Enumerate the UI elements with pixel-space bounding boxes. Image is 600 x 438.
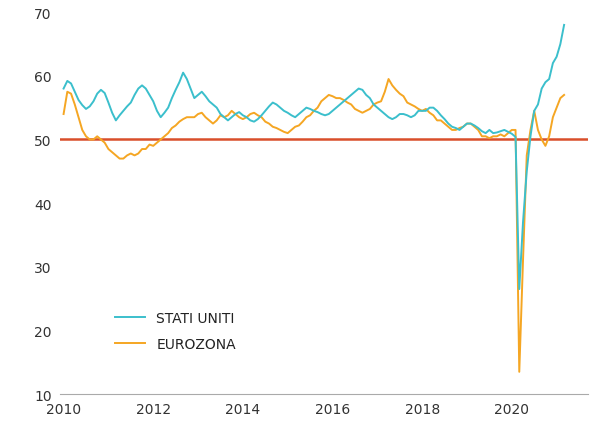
EUROZONA (497, 132, 504, 138)
Line: EUROZONA: EUROZONA (64, 80, 564, 372)
EUROZONA (560, 93, 568, 99)
STATI UNITI (560, 23, 568, 28)
STATI UNITI (515, 287, 523, 292)
EUROZONA (515, 369, 523, 374)
Line: STATI UNITI: STATI UNITI (64, 26, 564, 290)
EUROZONA (176, 120, 183, 125)
Legend: STATI UNITI, EUROZONA: STATI UNITI, EUROZONA (109, 305, 242, 357)
EUROZONA (535, 128, 542, 133)
STATI UNITI (344, 96, 351, 102)
EUROZONA (344, 101, 351, 106)
STATI UNITI (419, 109, 426, 114)
EUROZONA (422, 107, 430, 112)
EUROZONA (385, 77, 392, 82)
EUROZONA (60, 112, 67, 117)
STATI UNITI (493, 131, 500, 136)
STATI UNITI (325, 112, 332, 117)
STATI UNITI (176, 81, 183, 86)
STATI UNITI (60, 87, 67, 92)
STATI UNITI (530, 109, 538, 114)
EUROZONA (325, 93, 332, 99)
